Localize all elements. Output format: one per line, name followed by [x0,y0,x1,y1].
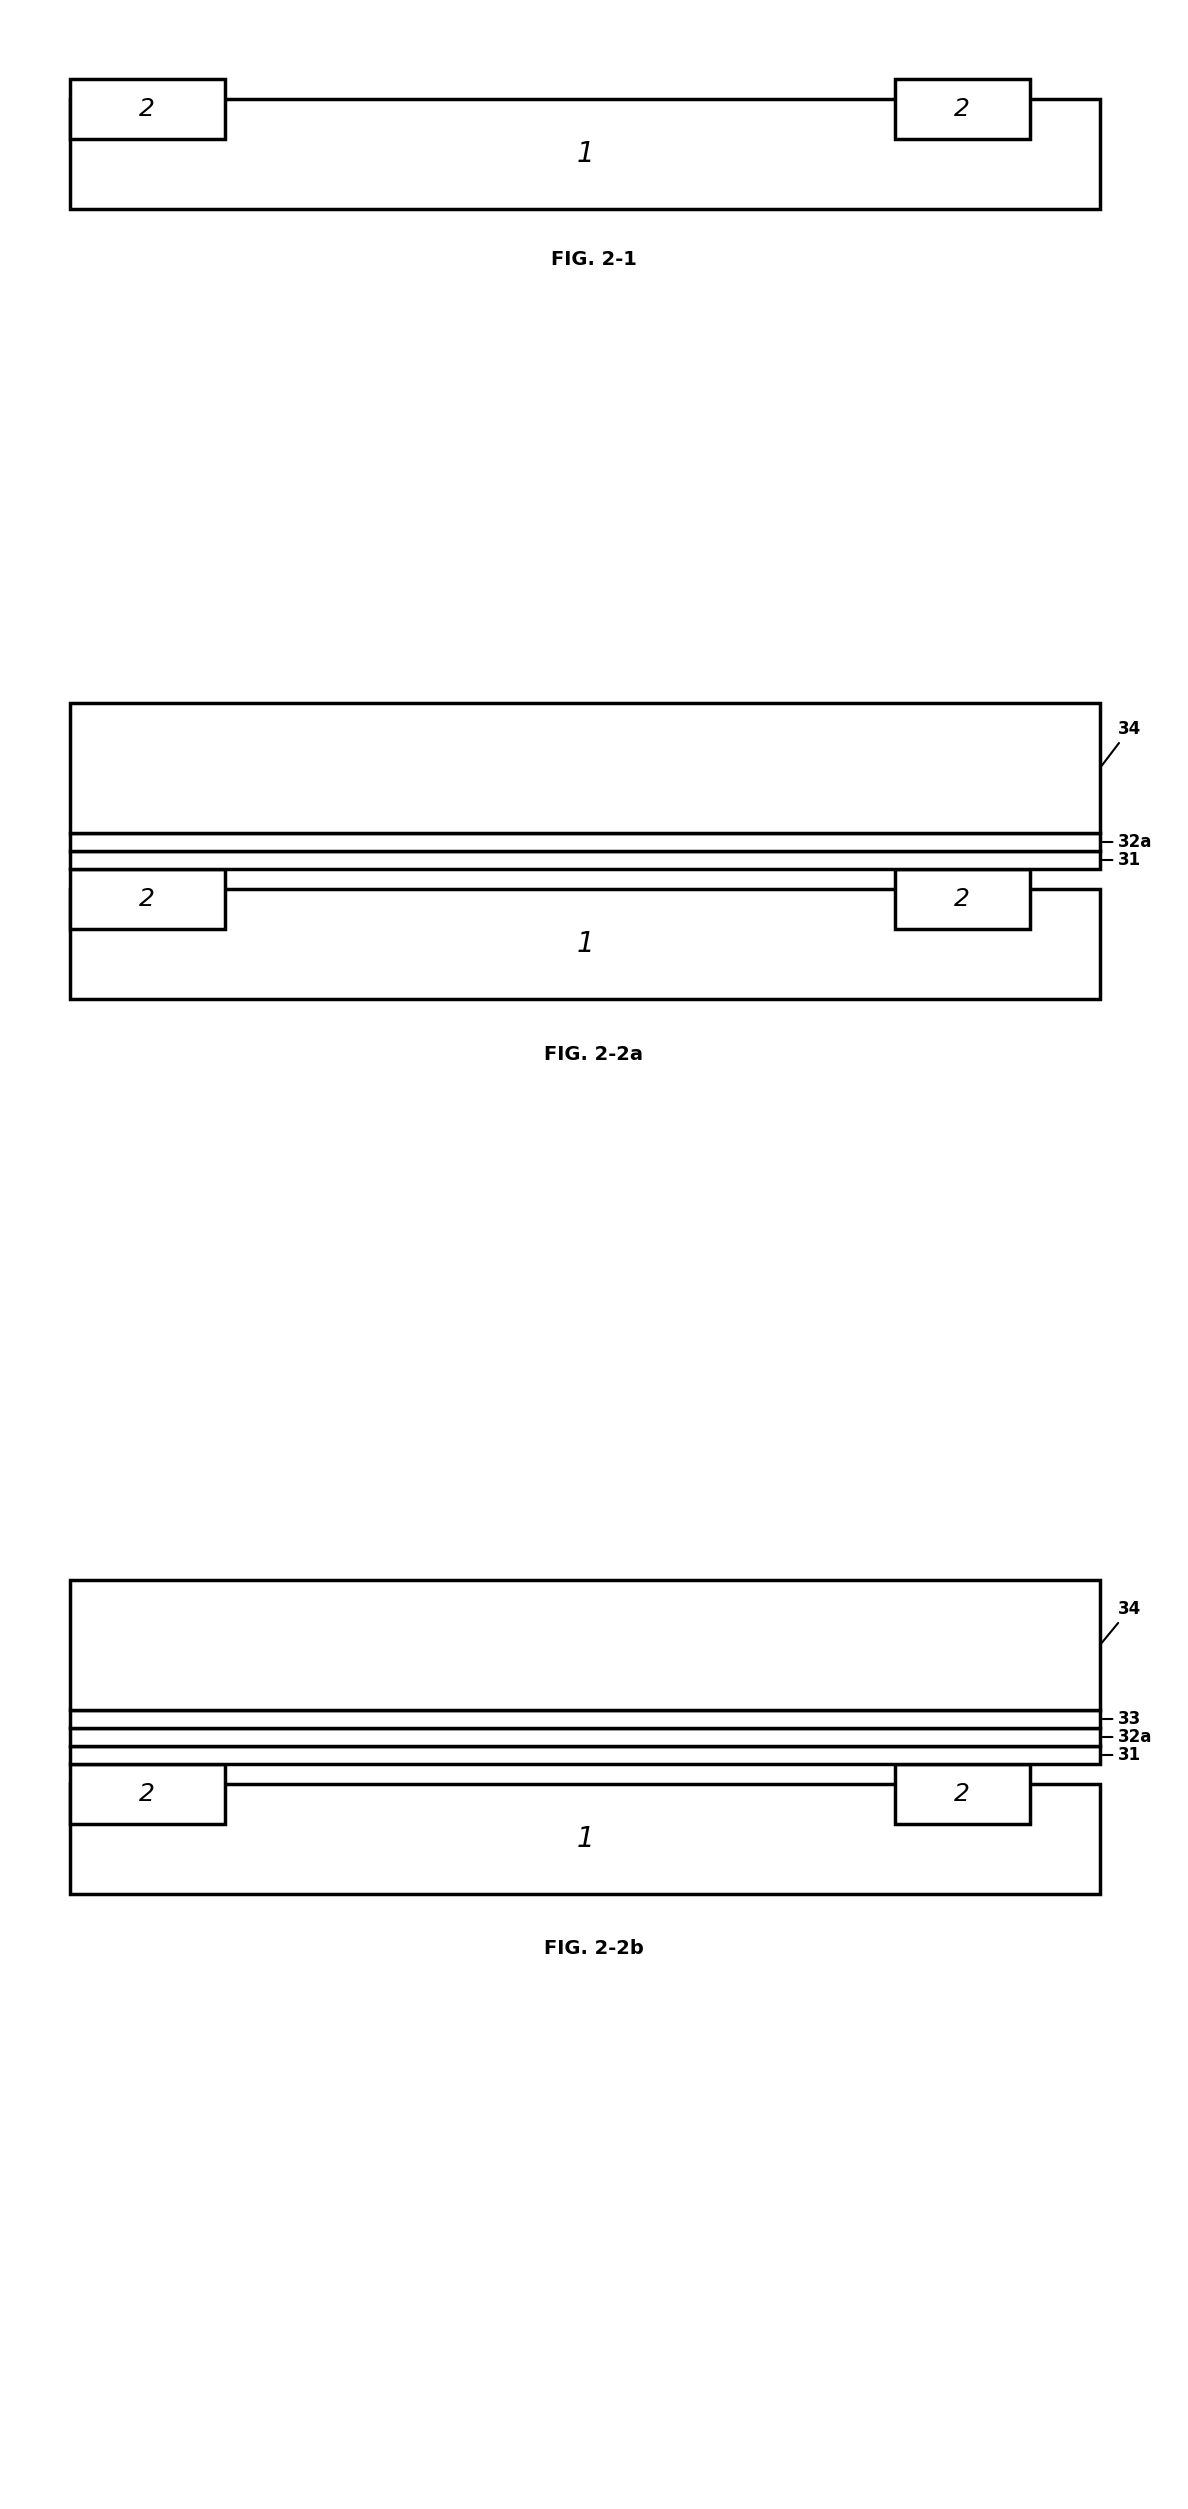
Bar [70,868,225,928]
Text: 1: 1 [576,141,594,168]
Bar [895,1764,1030,1824]
Text: FIG. 2-2b: FIG. 2-2b [544,1939,644,1960]
Text: 1: 1 [576,1824,594,1854]
Bar [895,78,1030,138]
Bar [70,1581,1100,1711]
Text: 2: 2 [954,888,969,911]
Bar [70,1784,1100,1894]
Bar [70,888,1100,999]
Bar [70,851,1100,868]
Bar [70,1711,1100,1729]
Text: 32a: 32a [1102,833,1152,851]
Text: 1: 1 [576,931,594,958]
Text: 2: 2 [954,1781,969,1806]
Text: FIG. 2-2a: FIG. 2-2a [544,1044,644,1064]
Text: 34: 34 [1101,720,1142,765]
Text: 2: 2 [139,888,154,911]
Bar [70,1729,1100,1746]
Text: FIG. 2-1: FIG. 2-1 [551,248,637,268]
Text: 33: 33 [1102,1711,1142,1729]
Bar [895,868,1030,928]
Bar [70,1764,225,1824]
Text: 2: 2 [954,98,969,120]
Text: 34: 34 [1101,1601,1142,1643]
Bar [70,833,1100,851]
Text: 32a: 32a [1102,1729,1152,1746]
Bar [70,703,1100,833]
Text: 31: 31 [1102,1746,1142,1764]
Bar [70,1746,1100,1764]
Bar [70,78,225,138]
Text: 2: 2 [139,98,154,120]
Bar [70,98,1100,208]
Text: 31: 31 [1102,851,1142,868]
Text: 2: 2 [139,1781,154,1806]
